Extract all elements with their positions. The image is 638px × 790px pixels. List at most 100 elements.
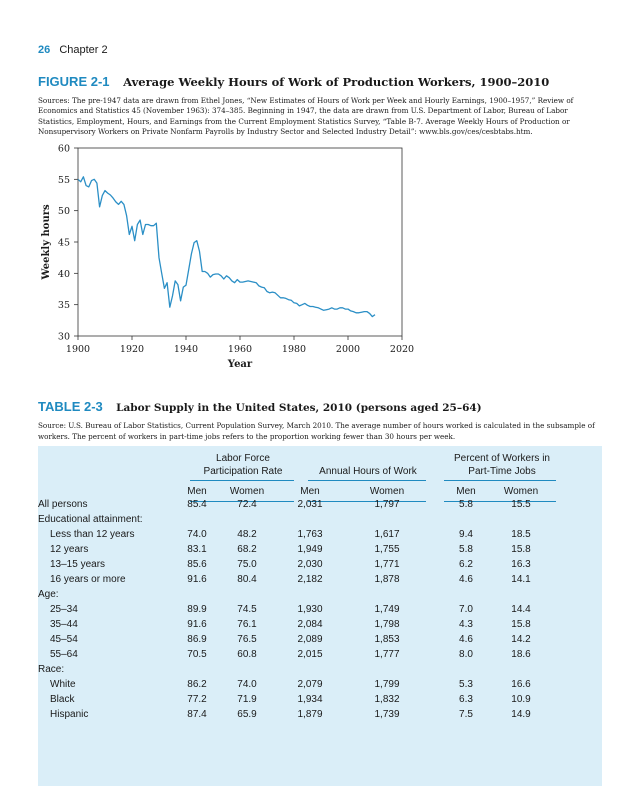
labor-supply-table: Labor Force Participation Rate Annual Ho…: [38, 446, 602, 786]
table-row: 13–15 years 85.6 75.0 2,030 1,771 6.2 16.3: [38, 559, 602, 573]
group-rule: [308, 480, 426, 481]
table-row: 35–44 91.6 76.1 2,084 1,798 4.3 15.8: [38, 619, 602, 633]
table-cell: 7.0: [459, 604, 473, 615]
x-tick-label: 1900: [66, 344, 90, 355]
table-cell: 5.8: [459, 544, 473, 555]
row-label: 25–34: [50, 604, 78, 615]
table-cell: 4.3: [459, 619, 473, 630]
table-cell: 1,879: [297, 709, 323, 720]
table-cell: 5.8: [459, 499, 473, 510]
table-cell: 14.1: [511, 574, 531, 585]
table-cell: 14.9: [511, 709, 531, 720]
table-cell: 74.0: [187, 529, 207, 540]
y-tick-label: 55: [58, 175, 70, 186]
column-header-women: Women: [503, 486, 539, 497]
x-tick-label: 2020: [390, 344, 414, 355]
x-tick-label: 1960: [228, 344, 252, 355]
table-row: White 86.2 74.0 2,079 1,799 5.3 16.6: [38, 679, 602, 693]
table-cell: 1,853: [374, 634, 400, 645]
row-label: Hispanic: [50, 709, 89, 720]
table-cell: 91.6: [187, 619, 207, 630]
table-cell: 1,739: [374, 709, 400, 720]
column-header-men: Men: [300, 486, 320, 497]
table-cell: 72.4: [237, 499, 257, 510]
table-cell: 18.6: [511, 649, 531, 660]
plot-frame: [77, 147, 403, 337]
group-header-pt-line2: Part-Time Jobs: [468, 466, 536, 477]
table-cell: 1,930: [297, 604, 323, 615]
table-title: TABLE 2-3 Labor Supply in the United Sta…: [38, 399, 482, 414]
table-cell: 1,798: [374, 619, 400, 630]
table-cell: 1,617: [374, 529, 400, 540]
table-row: 45–54 86.9 76.5 2,089 1,853 4.6 14.2: [38, 634, 602, 648]
figure-sources: Sources: The pre-1947 data are drawn fro…: [38, 96, 574, 137]
table-cell: 1,832: [374, 694, 400, 705]
table-cell: 2,015: [297, 649, 323, 660]
figure-label: FIGURE 2-1: [38, 74, 110, 89]
table-cell: 83.1: [187, 544, 207, 555]
weekly-hours-chart: 30 35 40 45 50 55 60 1900 1920 1940 1960 1980 2000 20…: [41, 144, 414, 371]
page-number: 26: [38, 44, 51, 56]
y-axis-label: Weekly hours: [41, 204, 52, 281]
table-cell: 60.8: [237, 649, 257, 660]
table-cell: 2,089: [297, 634, 323, 645]
table-cell: 5.3: [459, 679, 473, 690]
y-tick-label: 60: [58, 144, 70, 155]
table-cell: 86.9: [187, 634, 207, 645]
group-header-lfpr-line2: Participation Rate: [203, 466, 283, 477]
table-cell: 89.9: [187, 604, 207, 615]
x-tick-label: 1980: [282, 344, 306, 355]
table-row: Age:: [38, 589, 602, 603]
table-row: 12 years 83.1 68.2 1,949 1,755 5.8 15.8: [38, 544, 602, 558]
table-row: Race:: [38, 664, 602, 678]
table-row: All persons 85.4 72.4 2,031 1,797 5.8 15.5: [38, 499, 602, 513]
row-label: Black: [50, 694, 75, 705]
table-cell: 15.8: [511, 544, 531, 555]
table-row: 25–34 89.9 74.5 1,930 1,749 7.0 14.4: [38, 604, 602, 618]
table-cell: 91.6: [187, 574, 207, 585]
x-tick-label: 1940: [174, 344, 198, 355]
group-header-pt-line1: Percent of Workers in: [454, 453, 550, 464]
table-source: Source: U.S. Bureau of Labor Statistics,…: [38, 421, 595, 441]
row-label: 55–64: [50, 649, 78, 660]
row-label: Age:: [38, 589, 59, 600]
table-cell: 80.4: [237, 574, 257, 585]
table-cell: 1,878: [374, 574, 400, 585]
table-row: Educational attainment:: [38, 514, 602, 528]
group-header-part-time: Percent of Workers in Part-Time Jobs: [440, 452, 564, 478]
table-cell: 2,030: [297, 559, 323, 570]
table-cell: 1,949: [297, 544, 323, 555]
table-cell: 48.2: [237, 529, 257, 540]
table-cell: 71.9: [237, 694, 257, 705]
table-cell: 2,079: [297, 679, 323, 690]
x-axis-label: Year: [227, 359, 253, 370]
table-cell: 6.3: [459, 694, 473, 705]
row-label: 13–15 years: [50, 559, 106, 570]
figure-title-text: Average Weekly Hours of Work of Producti…: [123, 75, 550, 89]
row-label: 35–44: [50, 619, 78, 630]
column-header-men: Men: [187, 486, 207, 497]
table-cell: 1,749: [374, 604, 400, 615]
y-tick-label: 35: [58, 300, 70, 311]
table-cell: 7.5: [459, 709, 473, 720]
group-header-lfpr-line1: Labor Force: [216, 453, 270, 464]
table-cell: 1,797: [374, 499, 400, 510]
table-cell: 77.2: [187, 694, 207, 705]
y-tick-label: 30: [58, 332, 70, 343]
table-title-text: Labor Supply in the United States, 2010 …: [116, 402, 482, 414]
table-cell: 68.2: [237, 544, 257, 555]
table-cell: 14.4: [511, 604, 531, 615]
column-header-rule: [444, 501, 556, 502]
table-cell: 9.4: [459, 529, 473, 540]
row-label: Less than 12 years: [50, 529, 135, 540]
group-rule: [444, 480, 556, 481]
figure-title: FIGURE 2-1 Average Weekly Hours of Work …: [38, 74, 549, 89]
row-label: White: [50, 679, 76, 690]
table-cell: 1,771: [374, 559, 400, 570]
table-cell: 74.5: [237, 604, 257, 615]
table-cell: 14.2: [511, 634, 531, 645]
column-header-women: Women: [229, 486, 265, 497]
table-cell: 1,799: [374, 679, 400, 690]
group-header-lfpr: Labor Force Participation Rate: [188, 452, 298, 478]
x-tick-label: 2000: [336, 344, 360, 355]
